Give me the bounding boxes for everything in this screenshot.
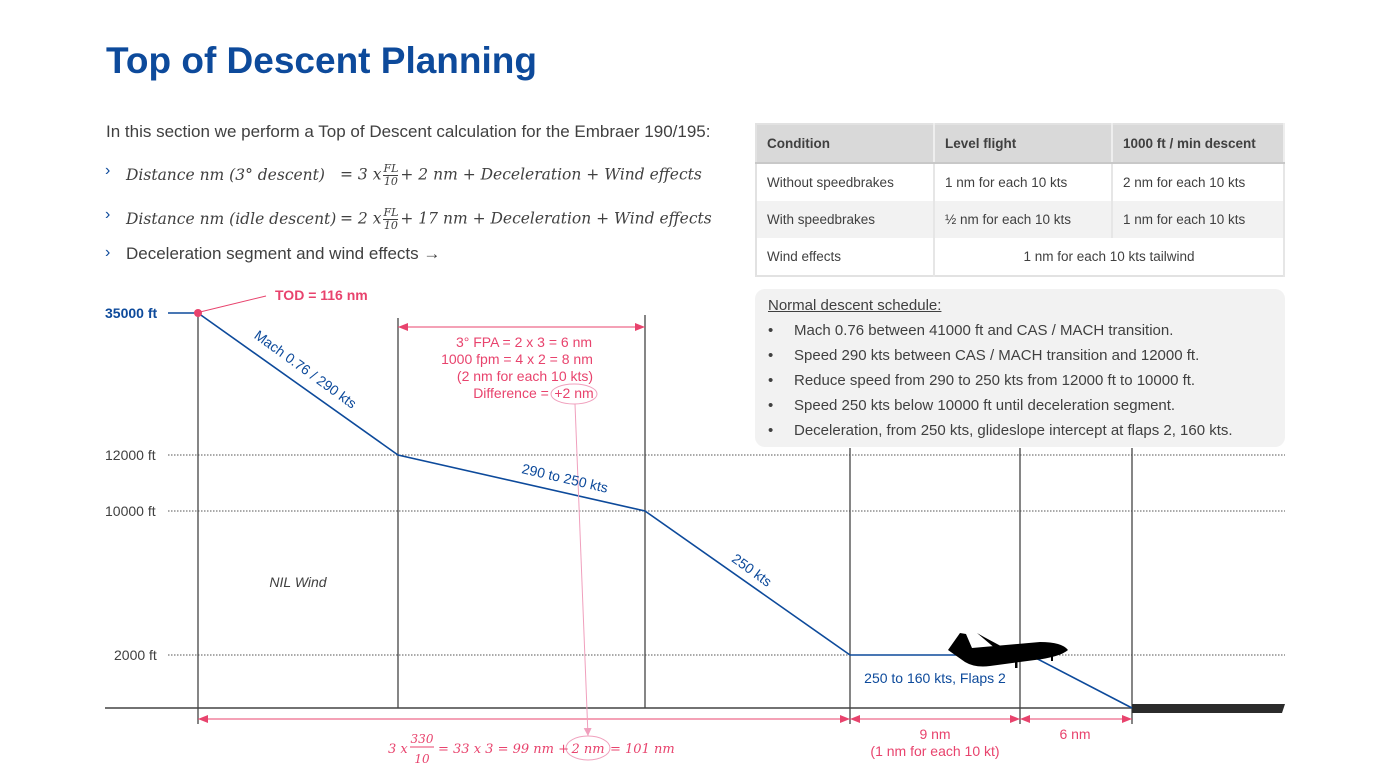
- table-cell: 1 nm for each 10 kts tailwind: [934, 238, 1285, 276]
- tod-leader: [199, 295, 267, 313]
- bullet: •: [768, 422, 774, 439]
- bullet: •: [768, 322, 774, 339]
- table-row: With speedbrakes ½ nm for each 10 kts 1 …: [756, 201, 1285, 238]
- formula-mid: = 3 x: [340, 165, 382, 184]
- segment-label: Mach 0.76 / 290 kts: [251, 327, 359, 412]
- schedule-title: Normal descent schedule:: [768, 297, 942, 314]
- bullet: •: [768, 397, 774, 414]
- schedule-text: Speed 250 kts below 10000 ft until decel…: [794, 397, 1176, 414]
- bullet-marker: ›: [105, 162, 111, 179]
- segment-label: 250 kts: [729, 550, 775, 589]
- note-line: (2 nm for each 10 kts): [457, 368, 593, 384]
- bullet-marker: ›: [105, 244, 111, 261]
- decel-table: Condition Level flight 1000 ft / min des…: [755, 123, 1285, 277]
- tod-point: [194, 309, 202, 317]
- schedule-item: • Deceleration, from 250 kts, glideslope …: [768, 422, 1233, 439]
- aircraft-icon: [948, 633, 1068, 668]
- schedule-text: Reduce speed from 290 to 250 kts from 12…: [794, 372, 1196, 389]
- altitude-label: 35000 ft: [105, 305, 157, 321]
- segment-label: 290 to 250 kts: [520, 460, 609, 495]
- tod-label: TOD = 116 nm: [275, 287, 368, 303]
- segment-label: 250 to 160 kts, Flaps 2: [864, 670, 1006, 686]
- formula-part: 3 x: [388, 742, 408, 757]
- formula-part: = 33 x 3 = 99 nm +: [438, 742, 569, 757]
- table-header: Condition Level flight 1000 ft / min des…: [756, 124, 1285, 164]
- table-cell: 1 nm for each 10 kts: [1112, 201, 1285, 238]
- bullet: •: [768, 372, 774, 389]
- note-line: 1000 fpm = 4 x 2 = 8 nm: [441, 351, 593, 367]
- note-line: 3° FPA = 2 x 3 = 6 nm: [456, 334, 592, 350]
- nil-wind-label: NIL Wind: [269, 574, 327, 590]
- table-row: Without speedbrakes 1 nm for each 10 kts…: [756, 163, 1285, 201]
- table-cell: With speedbrakes: [756, 201, 935, 238]
- frac-den: 10: [383, 219, 398, 232]
- decel-note: (1 nm for each 10 kt): [870, 743, 999, 759]
- bullet-marker: ›: [105, 206, 111, 223]
- formula-den: 10: [414, 752, 430, 766]
- formula-left: Distance nm (3° descent): [126, 165, 325, 184]
- altitude-label: 10000 ft: [105, 503, 156, 519]
- header-condition: Condition: [756, 124, 935, 164]
- note-line: Difference =: [473, 385, 549, 401]
- schedule-text: Deceleration, from 250 kts, glideslope i…: [794, 422, 1233, 439]
- table-cell: Wind effects: [756, 238, 935, 276]
- schedule-item: • Mach 0.76 between 41000 ft and CAS / MA…: [768, 322, 1173, 339]
- descent-schedule-box: Normal descent schedule: • Mach 0.76 betw…: [755, 289, 1285, 447]
- altitude-label: 12000 ft: [105, 447, 156, 463]
- decel-distance: 9 nm: [919, 726, 950, 742]
- table-cell: ½ nm for each 10 kts: [934, 201, 1113, 238]
- pink-connector: [574, 403, 592, 737]
- altitude-label: 2000 ft: [114, 647, 157, 663]
- note-line: +2 nm: [554, 385, 593, 401]
- schedule-item: • Reduce speed from 290 to 250 kts from 1…: [768, 372, 1195, 389]
- bullet: •: [768, 347, 774, 364]
- header-descent: 1000 ft / min descent: [1112, 124, 1285, 164]
- formula-right: + 17 nm + Deceleration + Wind effects: [400, 209, 712, 228]
- decel-bullet: Deceleration segment and wind effects →: [126, 244, 441, 263]
- page-title: Top of Descent Planning: [106, 40, 537, 81]
- formula-num: 330: [411, 732, 434, 746]
- schedule-item: • Speed 250 kts below 10000 ft until dece…: [768, 397, 1175, 414]
- final-distance: 6 nm: [1059, 726, 1090, 742]
- intro-text: In this section we perform a Top of Desc…: [106, 122, 711, 141]
- table-cell: 1 nm for each 10 kts: [934, 163, 1113, 201]
- formula-left: Distance nm (idle descent): [126, 209, 337, 228]
- formula-3deg: Distance nm (3° descent) = 3 x FL 10 + 2 nm …: [126, 163, 702, 188]
- table-row: Wind effects 1 nm for each 10 kts tailwi…: [756, 238, 1285, 276]
- frac-den: 10: [383, 175, 398, 188]
- schedule-text: Mach 0.76 between 41000 ft and CAS / MAC…: [794, 322, 1174, 339]
- formula-right: + 2 nm + Deceleration + Wind effects: [400, 165, 702, 184]
- fraction: FL 10: [383, 206, 399, 232]
- frac-num: FL: [383, 206, 399, 220]
- highlight-ellipse: [550, 383, 598, 405]
- descent-profile-line: [197, 312, 1133, 709]
- schedule-text: Speed 290 kts between CAS / MACH transit…: [794, 347, 1200, 364]
- table-cell: Without speedbrakes: [756, 163, 935, 201]
- schedule-item: • Speed 290 kts between CAS / MACH transi…: [768, 347, 1199, 364]
- highlight-ellipse: [565, 735, 611, 761]
- formula-part: = 101 nm: [610, 742, 675, 757]
- header-level: Level flight: [934, 124, 1113, 164]
- frac-num: FL: [383, 162, 399, 176]
- formula-idle: Distance nm (idle descent) = 2 x FL 10 + 17 …: [126, 207, 712, 232]
- table-cell: 2 nm for each 10 kts: [1112, 163, 1285, 201]
- runway: [1132, 704, 1285, 713]
- formula-mid: = 2 x: [340, 209, 382, 228]
- fraction: FL 10: [383, 162, 399, 188]
- formula-part: 2 nm: [570, 742, 604, 757]
